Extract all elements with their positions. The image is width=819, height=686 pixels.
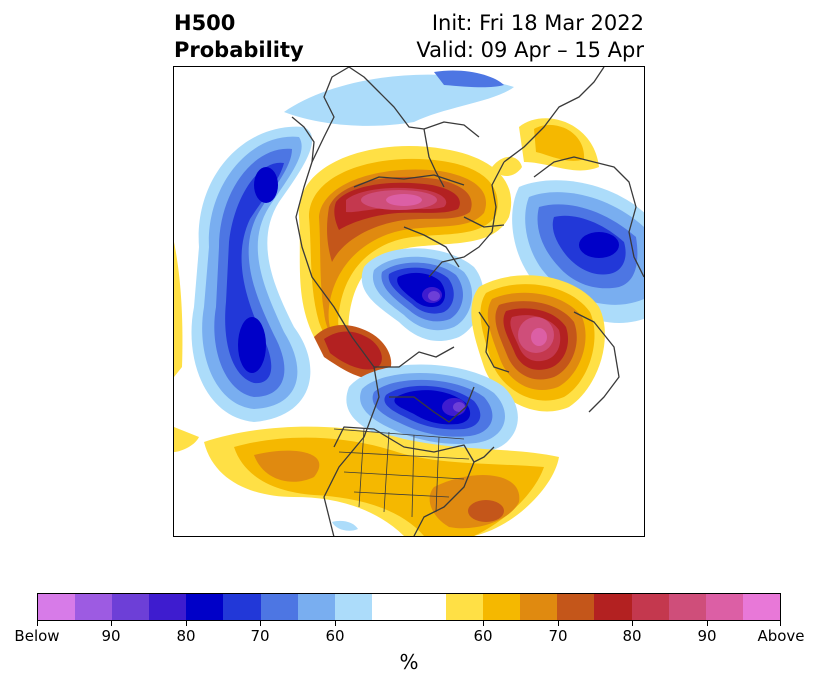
colorbar-tick-mark bbox=[632, 621, 633, 626]
colorbar-tick-label: 60 bbox=[473, 627, 493, 645]
colorbar-segment bbox=[446, 594, 484, 620]
colorbar-segment bbox=[260, 594, 298, 620]
colorbar-segment bbox=[149, 594, 187, 620]
colorbar-tick-mark bbox=[37, 621, 38, 626]
colorbar-segment bbox=[408, 594, 447, 620]
title-variable: H500 bbox=[174, 11, 236, 35]
colorbar-tick-mark bbox=[335, 621, 336, 626]
us-state-borders bbox=[333, 428, 470, 518]
colorbar-tick-label: Below bbox=[14, 627, 60, 645]
colorbar-tick-mark bbox=[111, 621, 112, 626]
colorbar-segment bbox=[557, 594, 595, 620]
colorbar-segment bbox=[75, 594, 113, 620]
colorbar-segment bbox=[668, 594, 706, 620]
colorbar-tick-mark bbox=[707, 621, 708, 626]
colorbar-tick-mark bbox=[558, 621, 559, 626]
title-product: Probability bbox=[174, 38, 304, 62]
colorbar-tick-mark bbox=[260, 621, 261, 626]
colorbar-segment bbox=[742, 594, 780, 620]
colorbar-segment bbox=[186, 594, 224, 620]
colorbar-tick-label: 70 bbox=[548, 627, 568, 645]
colorbar-tick-label: 80 bbox=[622, 627, 642, 645]
map-boundaries bbox=[291, 67, 644, 536]
colorbar-tick-label: 70 bbox=[250, 627, 270, 645]
siberia-high bbox=[298, 146, 512, 376]
colorbar-tick-label: 80 bbox=[176, 627, 196, 645]
colorbar-segment bbox=[223, 594, 261, 620]
valid-range: Valid: 09 Apr – 15 Apr bbox=[416, 38, 644, 62]
map-canvas bbox=[174, 67, 644, 536]
colorbar-tick-mark bbox=[186, 621, 187, 626]
colorbar-tick-label: Above bbox=[757, 627, 805, 645]
colorbar-segment bbox=[483, 594, 521, 620]
northeast-high-fringe bbox=[492, 118, 599, 176]
polar-low-band bbox=[284, 70, 514, 126]
arctic-low bbox=[361, 248, 484, 342]
colorbar-tick-label: 90 bbox=[101, 627, 121, 645]
colorbar-unit-label: % bbox=[399, 650, 419, 674]
probability-map bbox=[173, 66, 645, 537]
alaska-high-band bbox=[314, 325, 392, 379]
probability-contours bbox=[174, 70, 644, 536]
colorbar-tick-label: 60 bbox=[325, 627, 345, 645]
chart-title: H500 Probability bbox=[174, 10, 304, 64]
colorbar-segment bbox=[520, 594, 558, 620]
southeast-us-high bbox=[174, 242, 559, 536]
colorbar-segment bbox=[112, 594, 150, 620]
probability-colorbar bbox=[37, 593, 781, 621]
colorbar-segment bbox=[297, 594, 335, 620]
colorbar-tick-mark bbox=[780, 621, 781, 626]
colorbar-tick-label: 90 bbox=[697, 627, 717, 645]
colorbar-segment bbox=[631, 594, 669, 620]
north-pacific-low bbox=[191, 126, 313, 422]
colorbar-segment bbox=[705, 594, 743, 620]
colorbar-segment bbox=[334, 594, 372, 620]
colorbar-segment bbox=[371, 594, 409, 620]
colorbar-segment bbox=[38, 594, 76, 620]
run-info: Init: Fri 18 Mar 2022 Valid: 09 Apr – 15… bbox=[416, 10, 644, 64]
colorbar-tick-mark bbox=[483, 621, 484, 626]
colorbar-segment bbox=[594, 594, 632, 620]
init-date: Init: Fri 18 Mar 2022 bbox=[431, 11, 644, 35]
